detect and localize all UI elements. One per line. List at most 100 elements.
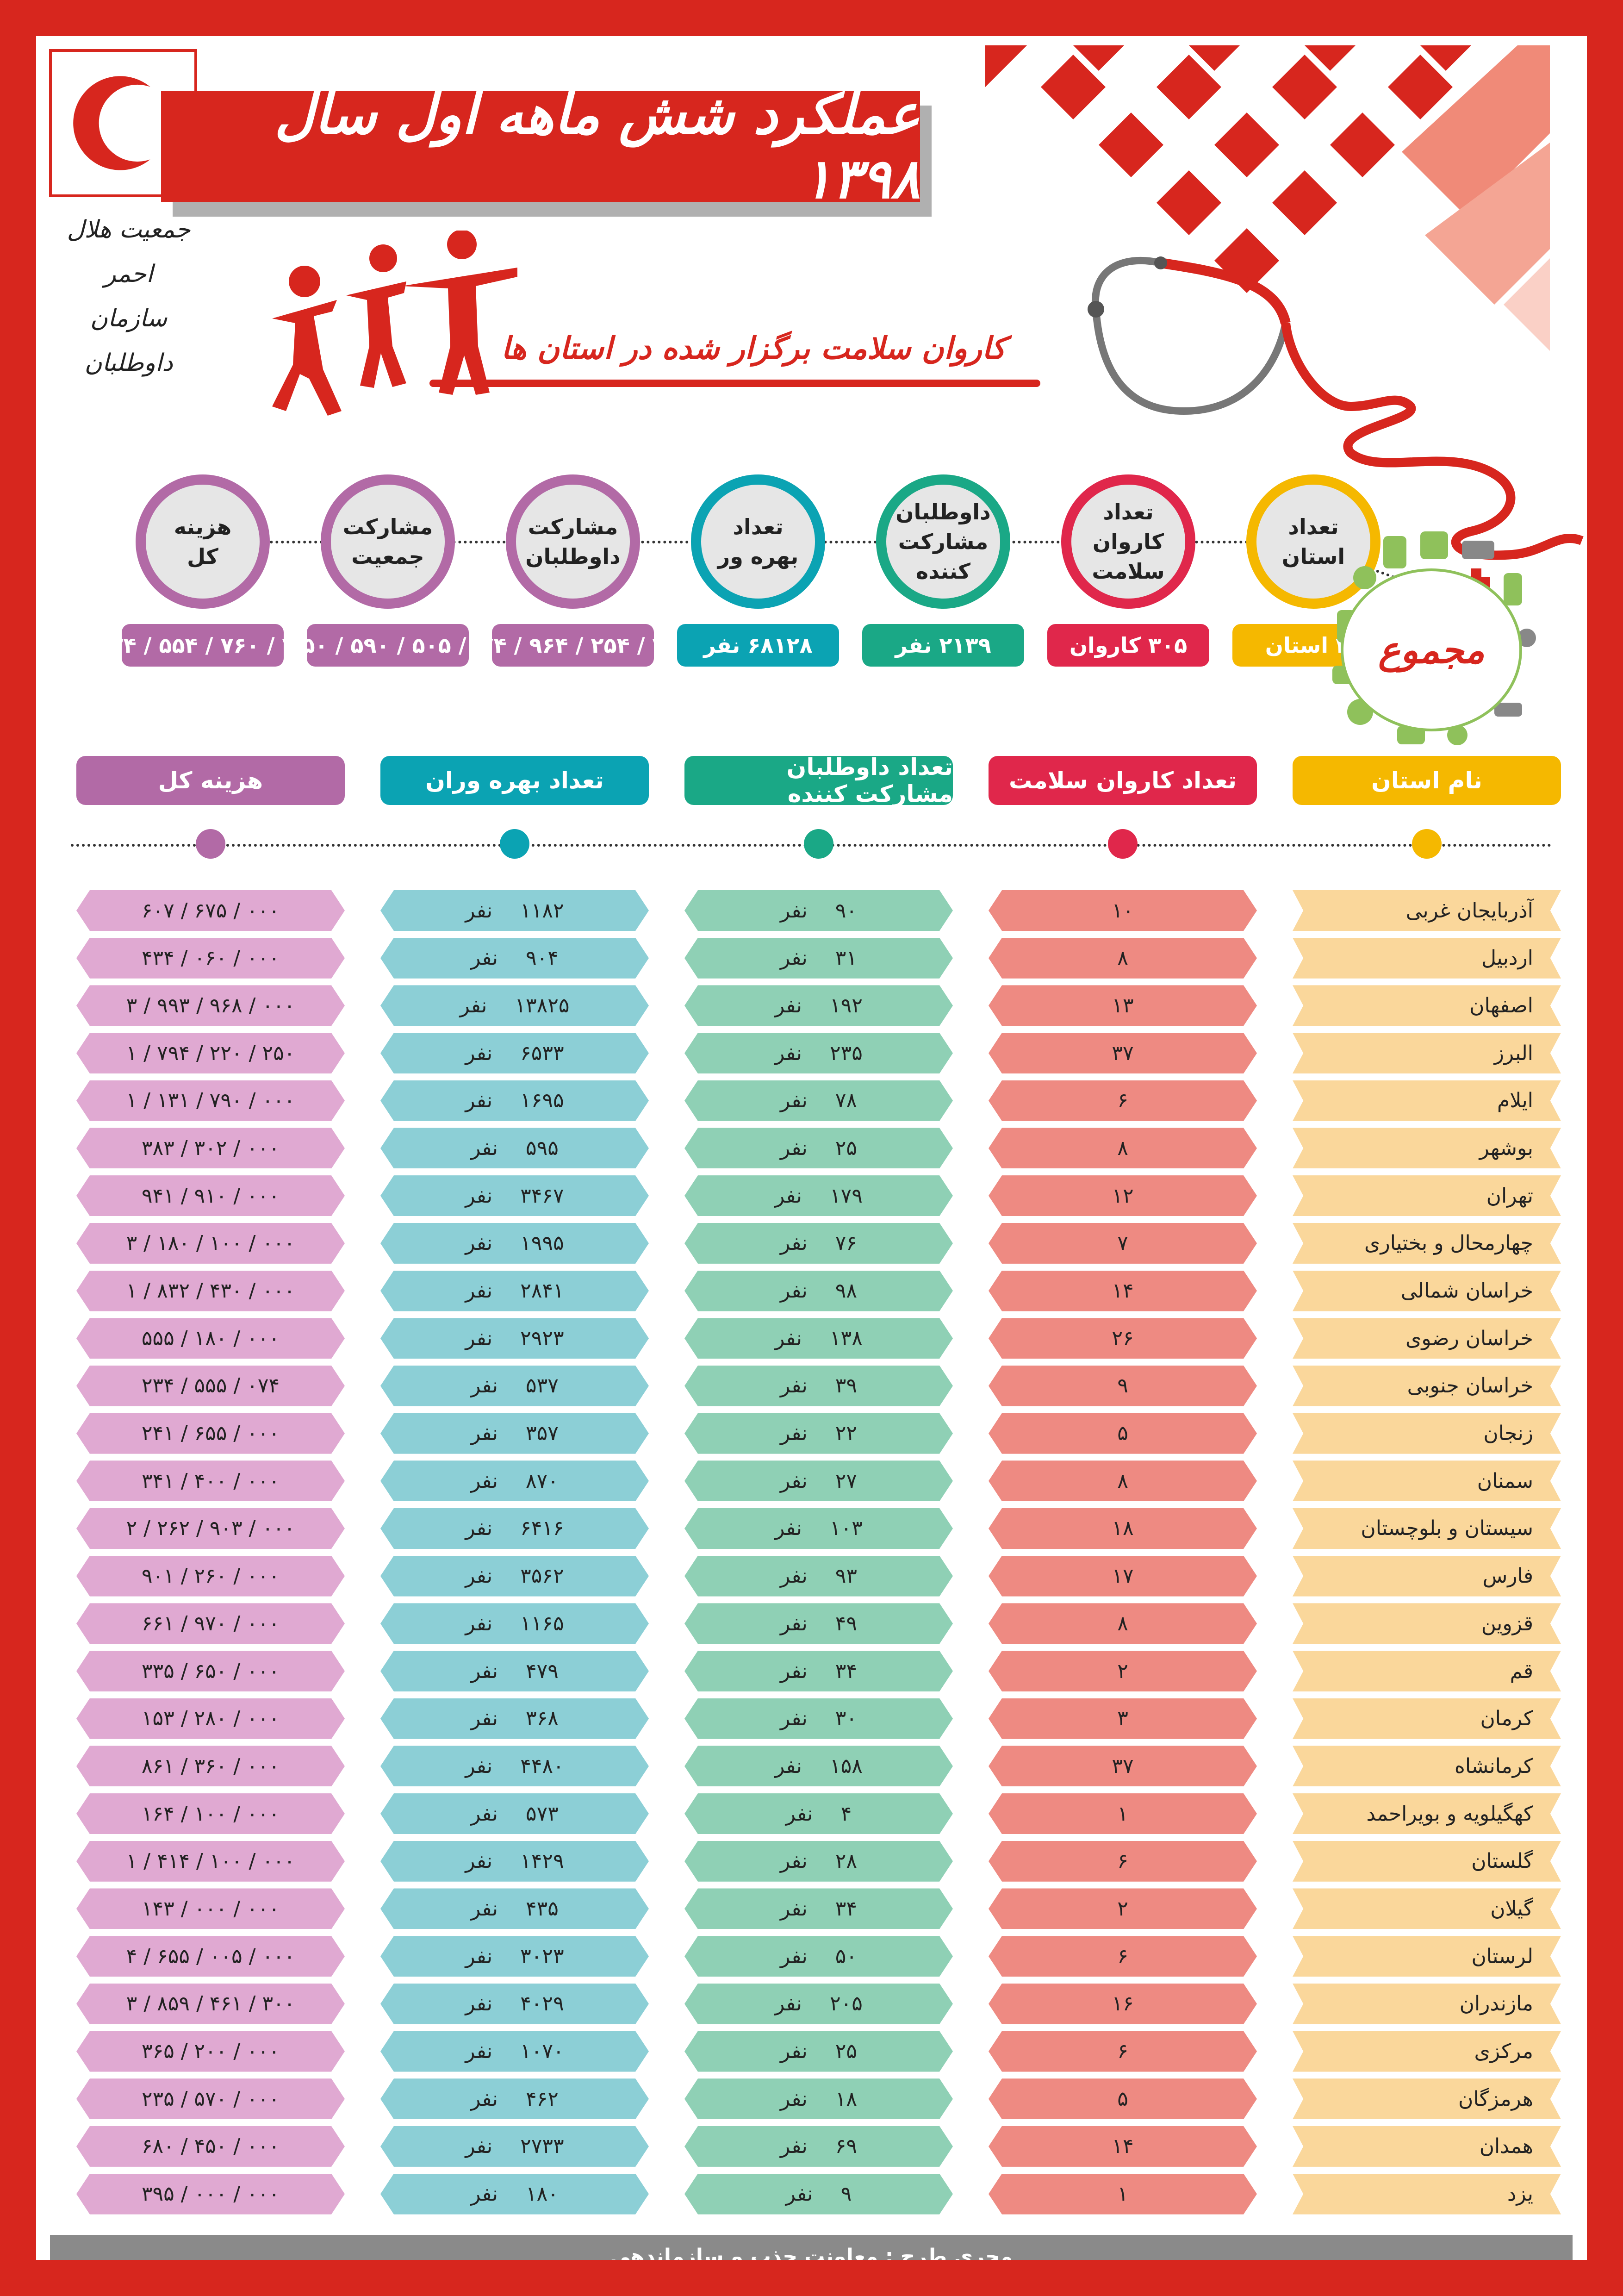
beneficiaries-cell: ۲۷۳۳ نفر [380, 2126, 649, 2167]
cost-cell: ۲۳۵ / ۵۷۰ / ۰۰۰ [76, 2078, 345, 2120]
caravans-cell-value: ۲ [1117, 1659, 1128, 1683]
volunteers-cell-unit: نفر [780, 1469, 808, 1493]
province-cell: بوشهر [1293, 1128, 1561, 1169]
caravans-cell-value: ۸ [1117, 1469, 1128, 1493]
caravans-cell-value: ۱۳ [1112, 993, 1134, 1017]
beneficiaries-cell: ۳۵۶۲ نفر [380, 1555, 649, 1597]
beneficiaries-cell-unit: نفر [465, 1944, 493, 1968]
province-cell-value: کرمانشاه [1454, 1754, 1533, 1778]
volunteers-cell: ۲۸ نفر [684, 1841, 953, 1882]
volunteers-cell-value: ۱۳۸ [829, 1326, 863, 1350]
beneficiaries-cell-value: ۲۹۲۳ [520, 1326, 564, 1350]
volunteers-cell: ۷۸ نفر [684, 1080, 953, 1121]
beneficiaries-cell-value: ۵۹۵ [525, 1136, 559, 1160]
beneficiaries-cell-unit: نفر [471, 2182, 498, 2206]
province-cell-value: آذربایجان غربی [1405, 898, 1533, 923]
beneficiaries-cell-value: ۱۹۹۵ [520, 1231, 564, 1255]
beneficiaries-cell-value: ۴۷۹ [525, 1659, 559, 1683]
volunteers-cell-value: ۹۰ [835, 898, 858, 923]
volunteers-cell-unit: نفر [775, 993, 802, 1017]
volunteers-cell-unit: نفر [780, 1897, 808, 1921]
volunteers-cell-unit: نفر [775, 1992, 802, 2016]
cost-cell: ۶۸۰ / ۴۵۰ / ۰۰۰ [76, 2126, 345, 2167]
cost-cell-value: ۳۹۵ / ۰۰۰ / ۰۰۰ [141, 2182, 280, 2206]
beneficiaries-cell-unit: نفر [471, 946, 498, 970]
cost-cell-value: ۱ / ۷۹۴ / ۲۲۰ / ۲۵۰ [126, 1041, 295, 1065]
beneficiaries-cell: ۸۷۰ نفر [380, 1460, 649, 1502]
cost-cell-value: ۱ / ۴۱۴ / ۱۰۰ / ۰۰۰ [126, 1849, 295, 1873]
volunteers-cell-value: ۲۵ [835, 1136, 858, 1160]
beneficiaries-cell-unit: نفر [471, 1897, 498, 1921]
volunteers-cell: ۴ نفر [684, 1793, 953, 1834]
beneficiaries-cell: ۲۹۲۳ نفر [380, 1318, 649, 1359]
summary-circle: تعداد بهره ور [691, 474, 825, 609]
volunteers-cell: ۱۸ نفر [684, 2078, 953, 2120]
cost-cell: ۱ / ۴۱۴ / ۱۰۰ / ۰۰۰ [76, 1841, 345, 1882]
volunteers-cell-value: ۲۰۵ [829, 1992, 863, 2016]
volunteers-cell-unit: نفر [780, 1279, 808, 1303]
caravans-cell-value: ۵ [1117, 1422, 1128, 1446]
province-cell-value: هرمزگان [1458, 2087, 1533, 2111]
province-cell-value: یزد [1507, 2182, 1533, 2206]
beneficiaries-cell-unit: نفر [465, 1089, 493, 1113]
volunteers-cell-value: ۴۹ [835, 1611, 858, 1635]
volunteers-cell: ۲۵ نفر [684, 1128, 953, 1169]
beneficiaries-cell-unit: نفر [465, 1184, 493, 1208]
volunteers-cell-value: ۶۹ [835, 2134, 858, 2159]
province-cell-value: زنجان [1483, 1422, 1533, 1446]
cost-cell-value: ۶۰۷ / ۶۷۵ / ۰۰۰ [141, 898, 280, 923]
beneficiaries-cell: ۱۱۶۵ نفر [380, 1603, 649, 1644]
summary-value: ۶۸۱۲۸ نفر [677, 624, 839, 667]
volunteers-cell: ۲۵ نفر [684, 2031, 953, 2072]
volunteers-cell: ۲۷ نفر [684, 1460, 953, 1502]
volunteers-cell: ۳۴ نفر [684, 1888, 953, 1929]
org-name-line1: جمعیت هلال احمر [67, 216, 191, 288]
province-cell-value: لرستان [1471, 1944, 1533, 1968]
beneficiaries-cell: ۳۶۸ نفر [380, 1698, 649, 1739]
volunteers-cell-unit: نفر [780, 1659, 808, 1683]
beneficiaries-cell-unit: نفر [465, 898, 493, 923]
summary-circle: تعداد کاروان سلامت [1061, 474, 1195, 609]
cost-cell-value: ۱ / ۱۳۱ / ۷۹۰ / ۰۰۰ [126, 1089, 295, 1113]
beneficiaries-cell: ۱۹۹۵ نفر [380, 1223, 649, 1264]
caravans-cell: ۸ [989, 1460, 1257, 1502]
beneficiaries-cell-value: ۲۸۴۱ [520, 1279, 564, 1303]
beneficiaries-cell-unit: نفر [471, 1659, 498, 1683]
beneficiaries-cell: ۳۵۷ نفر [380, 1413, 649, 1454]
cost-cell: ۱۵۳ / ۲۸۰ / ۰۰۰ [76, 1698, 345, 1739]
volunteers-cell: ۲۳۵ نفر [684, 1033, 953, 1074]
caravans-cell-value: ۸ [1117, 946, 1128, 970]
caravans-cell: ۶ [989, 1080, 1257, 1121]
summary-circle: مشارکت جمعیت [321, 474, 455, 609]
caravans-cell: ۹ [989, 1365, 1257, 1406]
column-header-beneficiaries: تعداد بهره وران [380, 756, 649, 805]
beneficiaries-cell-unit: نفر [460, 993, 487, 1017]
volunteers-cell: ۹۸ نفر [684, 1270, 953, 1311]
volunteers-cell-value: ۱۰۳ [829, 1516, 863, 1541]
province-cell: البرز [1293, 1033, 1561, 1074]
red-crescent-icon [73, 76, 176, 170]
caravans-cell-value: ۱۲ [1112, 1184, 1134, 1208]
province-cell-value: قم [1510, 1659, 1533, 1683]
column-cost: ۶۰۷ / ۶۷۵ / ۰۰۰ ۴۳۴ / ۰۶۰ / ۰۰۰ ۳ / ۹۹۳ / … [76, 890, 345, 2221]
volunteers-cell-unit: نفر [780, 1944, 808, 1968]
caravans-cell: ۸ [989, 937, 1257, 979]
beneficiaries-cell: ۶۵۳۳ نفر [380, 1033, 649, 1074]
caravans-cell-value: ۳۷ [1112, 1754, 1134, 1778]
province-cell: کهگیلویه و بویراحمد [1293, 1793, 1561, 1834]
volunteers-cell-value: ۵۰ [835, 1944, 858, 1968]
title-banner: عملکرد شش ماهه اول سال ۱۳۹۸ [161, 82, 920, 211]
caravans-cell: ۱ [989, 1793, 1257, 1834]
beneficiaries-cell-unit: نفر [465, 1992, 493, 2016]
volunteers-cell: ۳۰ نفر [684, 1698, 953, 1739]
caravans-cell-value: ۱ [1117, 2182, 1128, 2206]
beneficiaries-cell-unit: نفر [465, 1231, 493, 1255]
province-cell: هرمزگان [1293, 2078, 1561, 2120]
caravans-cell-value: ۱۴ [1112, 2134, 1134, 2159]
beneficiaries-cell-value: ۲۷۳۳ [520, 2134, 564, 2159]
beneficiaries-cell-value: ۸۷۰ [525, 1469, 559, 1493]
province-cell-value: اصفهان [1469, 993, 1533, 1017]
volunteers-cell: ۱۷۹ نفر [684, 1175, 953, 1217]
cost-cell-value: ۳ / ۸۵۹ / ۴۶۱ / ۳۰۰ [126, 1992, 295, 2016]
volunteers-cell: ۹۰ نفر [684, 890, 953, 931]
